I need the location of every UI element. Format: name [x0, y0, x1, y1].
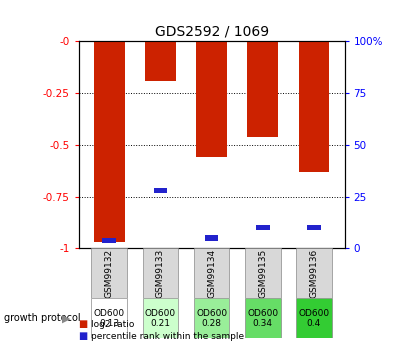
Text: GSM99132: GSM99132 — [105, 249, 114, 298]
Bar — [91, 298, 127, 338]
Text: GSM99133: GSM99133 — [156, 249, 165, 298]
Text: ■: ■ — [79, 332, 88, 341]
Text: OD600
0.34: OD600 0.34 — [247, 308, 278, 328]
Bar — [196, 41, 227, 157]
Bar — [194, 298, 229, 338]
Bar — [296, 248, 332, 298]
Bar — [299, 41, 329, 172]
Bar — [205, 235, 218, 240]
Text: growth protocol: growth protocol — [4, 313, 81, 323]
Text: GSM99135: GSM99135 — [258, 249, 267, 298]
Bar — [296, 298, 332, 338]
Bar — [245, 248, 280, 298]
Bar — [245, 298, 280, 338]
Text: GSM99136: GSM99136 — [310, 249, 318, 298]
Bar — [143, 298, 179, 338]
Bar — [307, 225, 321, 230]
Bar — [256, 225, 270, 230]
Bar — [94, 41, 125, 242]
Bar — [247, 41, 278, 137]
Text: OD600
0.4: OD600 0.4 — [298, 308, 329, 328]
Text: OD600
0.21: OD600 0.21 — [145, 308, 176, 328]
Text: OD600
0.13: OD600 0.13 — [94, 308, 125, 328]
Text: log2 ratio: log2 ratio — [91, 320, 134, 329]
Text: percentile rank within the sample: percentile rank within the sample — [91, 332, 244, 341]
Bar — [143, 248, 179, 298]
Bar — [102, 237, 116, 243]
Bar — [194, 248, 229, 298]
Text: ▶: ▶ — [62, 313, 71, 323]
Bar — [91, 248, 127, 298]
Title: GDS2592 / 1069: GDS2592 / 1069 — [154, 25, 269, 39]
Bar — [145, 41, 176, 81]
Text: GSM99134: GSM99134 — [207, 249, 216, 298]
Text: OD600
0.28: OD600 0.28 — [196, 308, 227, 328]
Bar — [154, 188, 167, 193]
Text: ■: ■ — [79, 319, 88, 329]
